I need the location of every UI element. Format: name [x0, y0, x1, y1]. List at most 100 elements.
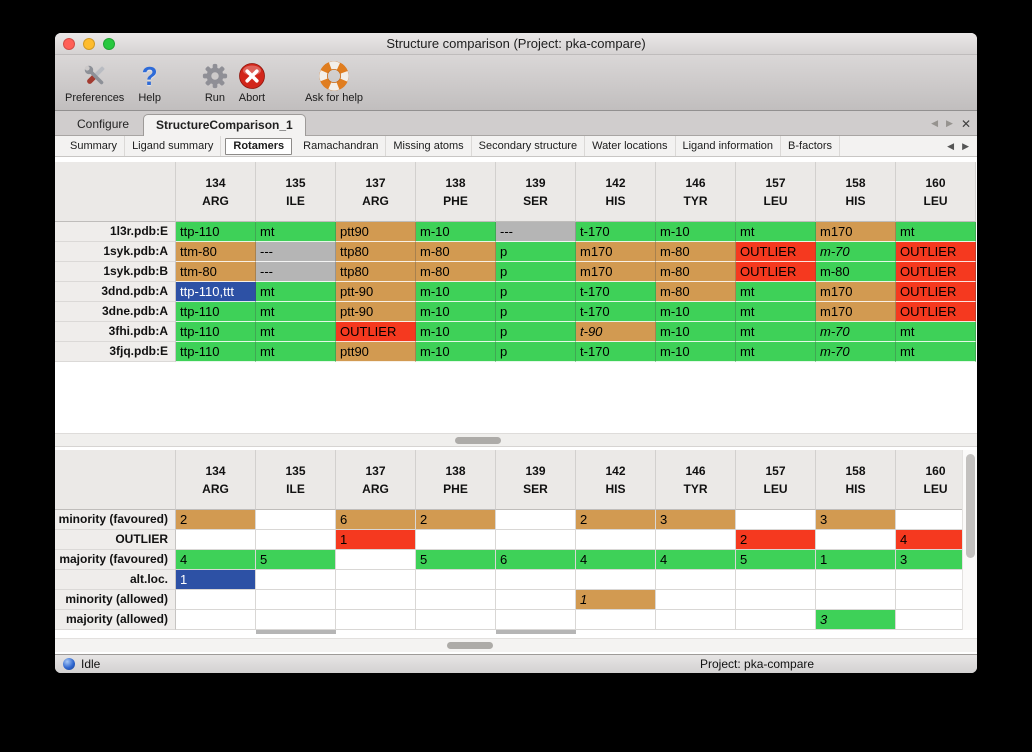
rotamer-cell[interactable]: m170: [576, 242, 656, 262]
rotamer-cell[interactable]: t-90: [576, 322, 656, 342]
rotamer-cell[interactable]: ttp-110: [176, 342, 256, 362]
help-button[interactable]: ? Help: [138, 60, 161, 104]
rotamer-cell[interactable]: m-10: [656, 342, 736, 362]
rotamer-cell[interactable]: p: [496, 302, 576, 322]
rotamer-cell[interactable]: m-10: [656, 322, 736, 342]
count-cell[interactable]: [496, 590, 576, 610]
count-cell[interactable]: [496, 510, 576, 530]
rotamer-cell[interactable]: m-80: [816, 262, 896, 282]
count-cell[interactable]: 3: [656, 510, 736, 530]
subtab-missing-atoms[interactable]: Missing atoms: [386, 136, 472, 156]
rotamer-row-label[interactable]: 3dnd.pdb:A: [55, 282, 176, 302]
rotamer-cell[interactable]: m170: [816, 302, 896, 322]
rotamer-cell[interactable]: ptt90: [336, 222, 416, 242]
rotamer-cell[interactable]: ttp80: [336, 242, 416, 262]
rotamer-cell[interactable]: mt: [256, 222, 336, 242]
count-cell[interactable]: 4: [176, 550, 256, 570]
subtab-b-factors[interactable]: B-factors: [781, 136, 841, 156]
count-cell[interactable]: 2: [416, 510, 496, 530]
pane-splitter[interactable]: [55, 433, 977, 447]
subtab-water-locations[interactable]: Water locations: [585, 136, 676, 156]
rotamer-cell[interactable]: m-10: [416, 322, 496, 342]
rotamer-cell[interactable]: ptt90: [336, 342, 416, 362]
count-cell[interactable]: [176, 610, 256, 630]
rotamer-cell[interactable]: p: [496, 322, 576, 342]
count-cell[interactable]: 1: [336, 530, 416, 550]
rotamer-cell[interactable]: m170: [816, 222, 896, 242]
count-cell[interactable]: 4: [656, 550, 736, 570]
rotamer-cell[interactable]: ttm-80: [176, 242, 256, 262]
rotamer-cell[interactable]: mt: [896, 342, 976, 362]
count-cell[interactable]: [336, 550, 416, 570]
count-cell[interactable]: [256, 530, 336, 550]
run-button[interactable]: Run: [201, 60, 229, 104]
subtab-summary[interactable]: Summary: [63, 136, 126, 156]
close-window-button[interactable]: [63, 38, 75, 50]
count-cell[interactable]: [496, 530, 576, 550]
count-cell[interactable]: [176, 590, 256, 610]
rotamer-cell[interactable]: mt: [256, 342, 336, 362]
count-cell[interactable]: 5: [256, 550, 336, 570]
rotamer-cell[interactable]: OUTLIER: [736, 262, 816, 282]
rotamer-cell[interactable]: ptt-90: [336, 302, 416, 322]
tab-structurecomparison-1[interactable]: StructureComparison_1: [143, 114, 306, 136]
rotamer-cell[interactable]: ptt-90: [336, 282, 416, 302]
rotamer-cell[interactable]: m-10: [416, 342, 496, 362]
subtab-rotamers[interactable]: Rotamers: [225, 137, 293, 155]
tab-prev-icon[interactable]: ◀: [931, 118, 939, 128]
rotamer-cell[interactable]: t-170: [576, 222, 656, 242]
count-cell[interactable]: [576, 530, 656, 550]
rotamer-cell[interactable]: mt: [736, 282, 816, 302]
rotamer-cell[interactable]: m-70: [816, 342, 896, 362]
count-cell[interactable]: [576, 610, 656, 630]
rotamer-cell[interactable]: m-10: [656, 222, 736, 242]
count-cell[interactable]: [736, 590, 816, 610]
horizontal-scrollbar[interactable]: [55, 638, 977, 652]
count-cell[interactable]: 6: [496, 550, 576, 570]
rotamer-cell[interactable]: m-80: [416, 242, 496, 262]
rotamer-row-label[interactable]: 1syk.pdb:A: [55, 242, 176, 262]
count-cell[interactable]: 1: [816, 550, 896, 570]
rotamer-cell[interactable]: p: [496, 262, 576, 282]
count-cell[interactable]: [256, 570, 336, 590]
count-cell[interactable]: [576, 570, 656, 590]
rotamer-cell[interactable]: OUTLIER: [896, 242, 976, 262]
rotamer-cell[interactable]: m-80: [416, 262, 496, 282]
rotamer-cell[interactable]: mt: [256, 282, 336, 302]
rotamer-cell[interactable]: OUTLIER: [336, 322, 416, 342]
count-cell[interactable]: [816, 570, 896, 590]
vertical-scrollbar-thumb[interactable]: [966, 454, 975, 558]
rotamer-row-label[interactable]: 3fhi.pdb:A: [55, 322, 176, 342]
rotamer-row-label[interactable]: 3fjq.pdb:E: [55, 342, 176, 362]
rotamer-cell[interactable]: m-80: [656, 242, 736, 262]
rotamer-cell[interactable]: mt: [256, 302, 336, 322]
preferences-button[interactable]: Preferences: [65, 60, 124, 104]
count-cell[interactable]: 3: [816, 510, 896, 530]
count-cell[interactable]: 4: [576, 550, 656, 570]
count-cell[interactable]: [736, 610, 816, 630]
rotamer-row-label[interactable]: 1syk.pdb:B: [55, 262, 176, 282]
subtab-ramachandran[interactable]: Ramachandran: [296, 136, 387, 156]
rotamer-cell[interactable]: mt: [736, 302, 816, 322]
rotamer-cell[interactable]: OUTLIER: [896, 302, 976, 322]
rotamer-cell[interactable]: mt: [896, 222, 976, 242]
abort-button[interactable]: Abort: [237, 60, 267, 104]
rotamer-cell[interactable]: mt: [736, 322, 816, 342]
count-cell[interactable]: [336, 570, 416, 590]
count-cell[interactable]: [416, 610, 496, 630]
count-cell[interactable]: [656, 570, 736, 590]
rotamer-cell[interactable]: m-10: [416, 282, 496, 302]
rotamer-cell[interactable]: t-170: [576, 342, 656, 362]
subtab-secondary-structure[interactable]: Secondary structure: [472, 136, 586, 156]
rotamer-cell[interactable]: m170: [576, 262, 656, 282]
rotamer-cell[interactable]: ---: [256, 262, 336, 282]
rotamer-cell[interactable]: t-170: [576, 282, 656, 302]
tab-next-icon[interactable]: ▶: [946, 118, 953, 128]
count-cell[interactable]: 5: [416, 550, 496, 570]
ask-for-help-button[interactable]: Ask for help: [305, 60, 363, 104]
count-cell[interactable]: 5: [736, 550, 816, 570]
subtab-ligand-summary[interactable]: Ligand summary: [125, 136, 222, 156]
rotamer-cell[interactable]: OUTLIER: [736, 242, 816, 262]
rotamer-cell[interactable]: ttp-110: [176, 222, 256, 242]
subtab-next-icon[interactable]: ▶: [962, 140, 969, 151]
